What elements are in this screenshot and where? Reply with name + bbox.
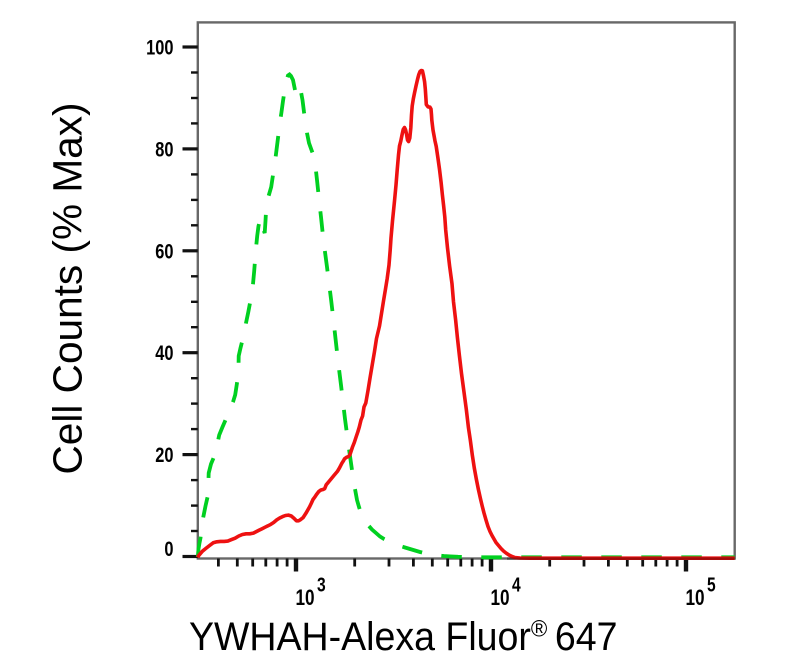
svg-text:40: 40 <box>155 341 173 364</box>
svg-text:YWHAH-Alexa Fluor® 647: YWHAH-Alexa Fluor® 647 <box>189 615 617 659</box>
svg-text:10: 10 <box>491 586 510 611</box>
svg-text:3: 3 <box>317 573 326 595</box>
svg-text:0: 0 <box>164 537 173 560</box>
svg-text:80: 80 <box>155 137 173 160</box>
svg-text:4: 4 <box>512 573 521 595</box>
svg-text:20: 20 <box>155 443 173 466</box>
svg-text:10: 10 <box>686 586 705 611</box>
svg-text:10: 10 <box>296 586 315 611</box>
svg-text:5: 5 <box>707 573 716 595</box>
svg-text:Cell Counts (% Max): Cell Counts (% Max) <box>45 102 91 474</box>
svg-text:100: 100 <box>146 36 173 59</box>
svg-text:60: 60 <box>155 239 173 262</box>
